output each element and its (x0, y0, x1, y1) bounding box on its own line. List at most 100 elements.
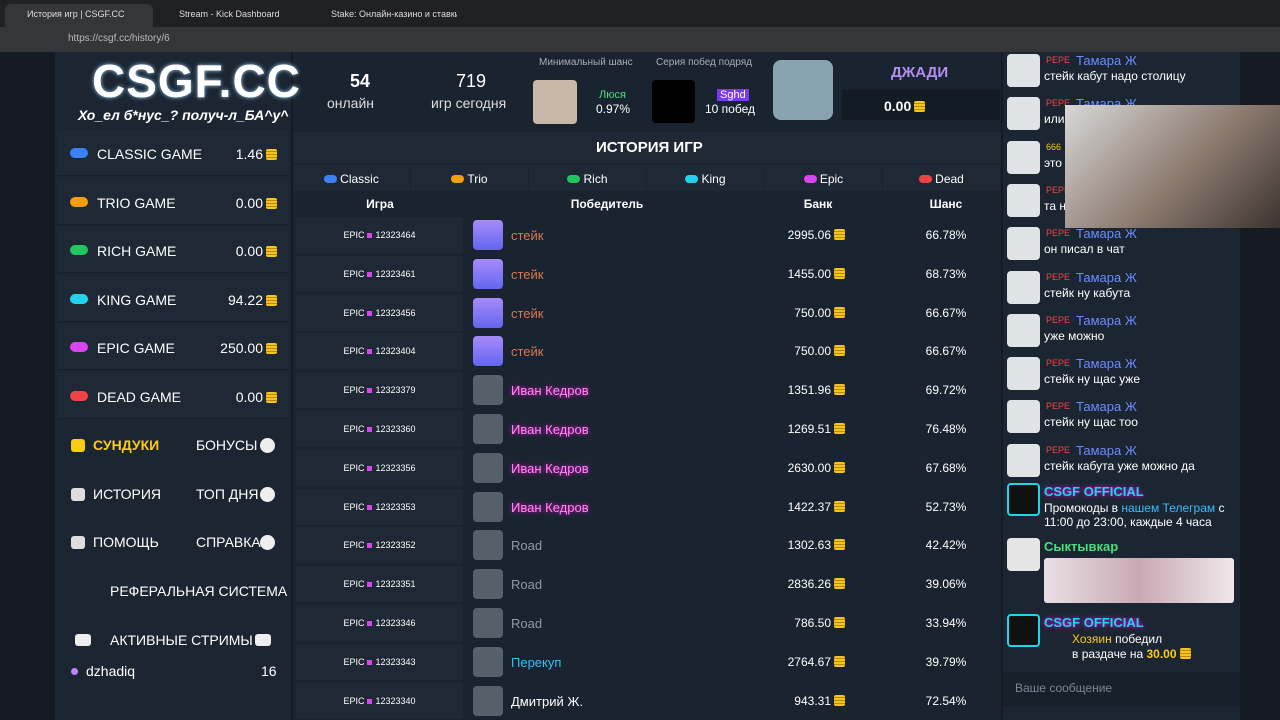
url[interactable]: https://csgf.cc/history/6 (68, 33, 170, 44)
chat-badge: PEPE (1046, 228, 1071, 239)
stream-name[interactable]: dzhadiq (86, 663, 136, 679)
menu-item[interactable]: ПОМОЩЬ (93, 534, 159, 551)
chat-user[interactable]: Сыктывкар (1044, 539, 1119, 554)
mode-dot (367, 271, 373, 277)
coin-icon (266, 294, 277, 306)
coin-icon (266, 246, 277, 258)
chat-text: уже можно (1044, 328, 1105, 343)
history-tab[interactable]: Classic (293, 165, 410, 191)
bank-value: 1302.63 (787, 538, 831, 553)
chat-avatar (1007, 140, 1040, 174)
mode-dot (367, 465, 373, 471)
chat-user[interactable]: Тамара Ж (1076, 312, 1137, 328)
winner-name[interactable]: Дмитрий Ж. (511, 693, 583, 709)
chat-avatar (1007, 270, 1040, 304)
winner-avatar (473, 375, 503, 406)
balance[interactable]: 0.00 (842, 90, 1000, 120)
tab-label: Classic (340, 172, 379, 186)
game-cell: EPIC 12323360 (296, 411, 463, 447)
chat-avatar (1007, 400, 1040, 434)
winner-name[interactable]: стейк (511, 228, 544, 243)
history-tab[interactable]: Trio (411, 165, 528, 191)
browser-tab[interactable]: История игр | CSGF.CC (5, 4, 153, 27)
game-mode: EPIC (343, 462, 365, 473)
bank-value: 943.31 (794, 693, 831, 708)
game-id: 12323456 (375, 307, 416, 318)
bank: 1455.00 (725, 267, 845, 281)
chat-avatar (1007, 227, 1040, 261)
game-row[interactable] (57, 373, 289, 419)
history-tab[interactable]: Dead (883, 165, 1000, 191)
winner-name[interactable]: Road (511, 538, 543, 554)
chance: 66.78% (925, 228, 967, 242)
game-id: 12323379 (375, 385, 416, 396)
chat-user[interactable]: Тамара Ж (1076, 269, 1137, 285)
history-tab[interactable]: Rich (529, 165, 646, 191)
menu-item[interactable]: СУНДУКИ (93, 437, 160, 453)
winner-name[interactable]: Road (511, 577, 543, 593)
winner-name[interactable]: Road (511, 616, 543, 631)
link: нашем Телеграм (1121, 501, 1216, 515)
chat-user[interactable]: Тамара Ж (1076, 442, 1137, 458)
text: победил (1111, 632, 1163, 646)
winner-avatar (473, 685, 503, 716)
chat-user[interactable]: Тамара Ж (1076, 356, 1137, 372)
game-mode: EPIC (343, 268, 365, 279)
game-mode: EPIC (343, 656, 365, 667)
official-text: Хозяин победил в раздаче на 30.00 (1072, 632, 1222, 662)
winner-name[interactable]: стейк (511, 305, 544, 321)
mode-dot (367, 504, 373, 510)
bank-value: 750.00 (794, 305, 831, 320)
game-row[interactable] (57, 130, 289, 176)
menu-icon (71, 536, 85, 550)
history-tab[interactable]: Epic (765, 165, 882, 191)
winner-name[interactable]: Иван Кедров (511, 422, 589, 437)
mode-dot (367, 427, 373, 432)
winner-name[interactable]: Иван Кедров (511, 460, 589, 476)
menu-item[interactable]: БОНУСЫ (196, 437, 258, 453)
menu-item[interactable]: СПРАВКА (196, 534, 261, 551)
chat-user[interactable]: Тамара Ж (1076, 226, 1137, 242)
mode-dot (367, 659, 373, 665)
winner-name[interactable]: Перекуп (511, 654, 562, 670)
game-row[interactable] (57, 324, 289, 371)
winner-name[interactable]: стейк (511, 344, 544, 360)
official-text: Промокоды в нашем Телеграм с 11:00 до 23… (1044, 501, 1234, 529)
history-tab[interactable]: King (647, 165, 764, 191)
browser-tab[interactable]: Stake: Онлайн-казино и ставки н (331, 9, 457, 19)
chance: 39.06% (925, 577, 967, 592)
game-value: 94.22 (228, 292, 277, 308)
coin-icon (834, 461, 845, 473)
amount: 30.00 (1146, 647, 1177, 661)
winner-avatar (473, 491, 503, 522)
winner-name[interactable]: Иван Кедров (511, 383, 589, 399)
online-label: онлайн (327, 95, 375, 111)
streak-label: Серия побед подряд (656, 57, 752, 68)
winner-name[interactable]: Иван Кедров (511, 499, 589, 515)
winner-name[interactable]: стейк (511, 266, 544, 282)
menu-item[interactable]: ТОП ДНЯ (196, 485, 259, 502)
coin-icon (834, 229, 845, 240)
coin-icon (834, 423, 845, 434)
referral-link[interactable]: РЕФЕРАЛЬНАЯ СИСТЕМА (110, 583, 288, 599)
chance: 72.54% (925, 693, 967, 708)
game-cell: EPIC 12323353 (296, 488, 463, 525)
chat-user[interactable]: Тамара Ж (1076, 53, 1137, 68)
game-mode: EPIC (343, 579, 365, 590)
slogan: Хо_ел б*нус_? получ-л_БА^у^ (78, 107, 289, 123)
game-id: 12323356 (375, 462, 416, 473)
chat-user[interactable]: Тамара Ж (1076, 399, 1137, 415)
chat-input[interactable]: Ваше сообщение (1003, 672, 1240, 706)
winner-avatar (473, 530, 503, 561)
menu-item[interactable]: ИСТОРИЯ (93, 485, 162, 502)
coin-icon (834, 267, 845, 279)
browser-tab[interactable]: Stream - Kick Dashboard (179, 9, 280, 19)
game-row[interactable] (57, 275, 289, 322)
coin-icon (834, 384, 845, 396)
chat-badge: 666 (1046, 141, 1062, 152)
game-row[interactable] (57, 178, 289, 225)
game-row[interactable] (57, 227, 289, 274)
winner-avatar (473, 569, 503, 600)
column-header: Победитель (570, 197, 644, 211)
